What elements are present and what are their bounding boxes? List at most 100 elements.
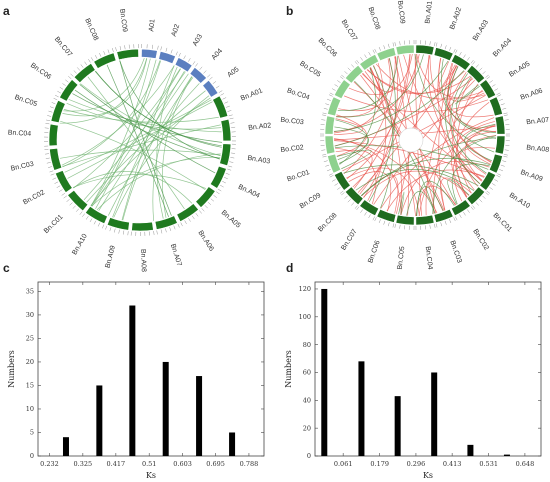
plot-frame [314,281,542,457]
chrom-tick [46,162,51,164]
synteny-link [98,73,189,212]
synteny-link [445,66,480,184]
chrom-tick [368,51,371,56]
chrom-tick [177,223,180,228]
chrom-tick [321,149,326,151]
chrom-label-bn-a02: Bn.A02 [449,6,463,30]
chrom-segment-bn-a07 [154,215,178,230]
histogram-bar [96,385,103,456]
chrom-label-bn-a01: Bn.A01 [424,0,434,24]
chrom-segment-bn-a04 [209,165,227,189]
synteny-link [119,60,172,216]
y-tick-label: 0 [30,452,34,460]
synteny-link [87,76,185,210]
chrom-label-bn-a01: Bn.A01 [240,87,264,102]
chrom-tick [77,67,80,71]
chrom-tick [325,103,330,106]
chrom-tick [127,231,129,236]
x-tick-label: 0.061 [334,460,353,468]
chrom-tick [207,74,211,78]
synteny-link [457,83,479,194]
chrom-tick [328,173,333,176]
y-tick-label: 60 [303,369,311,377]
chrom-tick [201,208,205,212]
chrom-tick [399,224,401,229]
chrom-tick [485,74,489,78]
synteny-link [112,70,185,218]
histogram-bar [467,444,474,456]
chrom-tick [440,222,442,227]
histogram-bar [162,361,169,456]
chrom-segment-bo-c07 [359,53,380,71]
synteny-link [95,59,157,210]
synteny-link [122,77,194,221]
chrom-tick [229,161,234,163]
chrom-segment-bn-c05 [395,214,415,226]
panel-letter-c: c [3,261,10,275]
chrom-label-bn-c02: Bn.C02 [471,228,489,252]
chrom-tick [334,183,339,186]
chrom-label-bn-c05: Bn.C05 [397,246,407,270]
chrom-tick [364,211,367,216]
synteny-link [438,62,453,211]
chrom-segment-bn-c09 [116,48,139,61]
chrom-segment-bn-c03 [433,208,454,223]
x-tick-label: 0.788 [240,460,259,468]
chrom-tick [215,85,220,89]
chrom-tick [230,157,235,159]
chrom-tick [210,198,215,202]
chrom-label-a01: A01 [148,19,156,32]
chrom-label-bn-a05: Bn.A05 [508,60,531,78]
chrom-segment-bn-a09 [488,153,503,174]
chrom-tick [374,217,377,222]
chrom-segment-a03 [174,57,193,73]
chrom-tick [52,177,57,180]
chrom-label-bn-a04: Bn.A04 [492,37,513,58]
chrom-segment-bn-c04 [415,214,435,226]
synteny-link [72,93,223,143]
chrom-tick [114,228,116,233]
chrom-tick [157,45,159,50]
chrom-tick [188,218,191,222]
chrom-tick [503,155,508,158]
synteny-link [61,65,175,166]
synteny-link [90,58,151,206]
synteny-link [386,169,485,212]
chrom-segment-bn-a08 [494,135,506,155]
chrom-tick [89,218,93,223]
x-tick-label: 0.413 [443,460,462,468]
chrom-label-bn-c09: Bn.C09 [299,192,323,210]
chrom-tick [85,216,89,220]
synteny-link [62,60,161,168]
chrom-segment-bn-a01 [415,44,435,56]
synteny-link [362,72,483,181]
synteny-link [64,99,212,173]
chrom-label-bn-c06: Bn.C06 [367,240,381,264]
chrom-segment-bn-a05 [195,186,216,208]
y-tick-label: 100 [299,313,311,321]
chrom-tick [72,205,76,209]
y-tick-label: 80 [303,341,311,349]
synteny-link [464,123,496,162]
chrom-segment-bo-c08 [376,47,397,62]
chrom-segment-bn-c05 [50,99,66,124]
synteny-link [432,89,483,214]
chrom-tick [331,88,336,91]
x-tick-label: 0.325 [74,460,93,468]
chrom-tick [502,160,507,162]
circos-center [398,127,424,153]
chrom-segment-bn-c06 [59,79,79,102]
panel-letter-d: d [286,261,293,275]
synteny-link [339,67,377,165]
chrom-tick [482,195,486,199]
synteny-link [336,54,424,118]
chrom-tick [368,214,371,219]
synteny-link [440,177,472,211]
chrom-segment-a04 [189,66,207,84]
chrom-tick [209,76,213,80]
chrom-tick [360,209,363,213]
chrom-segment-bn-a03 [219,143,232,167]
synteny-link [441,59,497,139]
chrom-label-bo-c05: Bo.C05 [298,60,322,78]
x-axis-title: Ks [146,471,156,480]
